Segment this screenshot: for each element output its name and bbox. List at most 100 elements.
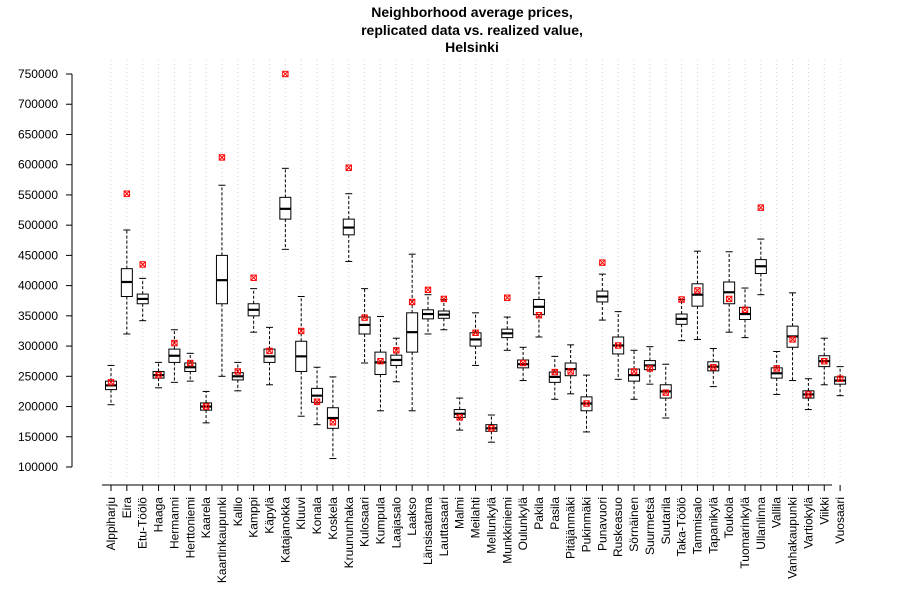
- realized-value-marker: [583, 400, 590, 407]
- x-tick-label: Suurmetsä: [643, 497, 657, 555]
- realized-marker-cross: [694, 287, 701, 294]
- x-tick-label: Eira: [120, 497, 134, 519]
- x-tick-label: Ruskeasuo: [611, 497, 625, 557]
- realized-value-marker: [725, 295, 733, 303]
- x-tick-label: Viikki: [817, 497, 831, 525]
- realized-marker-cross: [599, 259, 606, 266]
- y-tick-label: 200000: [18, 400, 58, 414]
- x-tick-label: Kumpula: [373, 497, 387, 545]
- realized-value-marker: [218, 154, 226, 161]
- realized-marker-cross: [773, 365, 780, 372]
- realized-marker-cross: [551, 369, 558, 376]
- y-tick-label: 100000: [18, 460, 58, 474]
- x-tick-label: Kallio: [231, 497, 245, 527]
- realized-value-marker: [282, 70, 289, 78]
- y-tick-label: 750000: [18, 67, 58, 81]
- realized-marker-cross: [837, 375, 844, 382]
- realized-value-marker: [408, 298, 416, 306]
- realized-value-marker: [599, 259, 606, 266]
- realized-marker-cross: [726, 295, 733, 302]
- realized-marker-cross: [377, 358, 384, 365]
- realized-value-marker: [821, 357, 828, 365]
- boxplot-Käpylä: [263, 326, 276, 386]
- boxplot-Vallila: [770, 351, 783, 395]
- realized-marker-cross: [345, 164, 352, 171]
- realized-marker-cross: [440, 295, 447, 302]
- realized-marker-cross: [155, 372, 162, 379]
- boxplot-Vuosaari: [834, 366, 847, 397]
- realized-value-marker: [805, 391, 812, 398]
- x-tick-label: Oulunkylä: [516, 497, 530, 551]
- realized-value-marker: [615, 342, 622, 349]
- realized-value-marker: [567, 368, 574, 375]
- realized-value-marker: [202, 403, 210, 410]
- boxplot-Pitäjänmäki: [564, 344, 577, 395]
- realized-value-marker: [298, 327, 305, 335]
- realized-marker-cross: [757, 204, 764, 211]
- x-tick-label: Lauttasaari: [437, 497, 451, 556]
- realized-marker-cross: [187, 359, 194, 367]
- realized-value-marker: [361, 314, 368, 321]
- realized-marker-cross: [583, 400, 590, 407]
- x-tick-label: Vanhakaupunki: [786, 497, 800, 579]
- realized-value-marker: [630, 368, 638, 375]
- realized-value-marker: [393, 347, 400, 354]
- realized-marker-cross: [741, 306, 749, 313]
- x-tick-label: Kulosaari: [358, 497, 372, 547]
- y-tick-label: 550000: [18, 188, 58, 202]
- realized-value-marker: [234, 368, 242, 375]
- realized-marker-cross: [329, 419, 336, 426]
- x-tick-label: Sörnäinen: [627, 497, 641, 552]
- realized-marker-cross: [646, 365, 653, 372]
- boxplot-Kaartinkaupunki: [215, 154, 228, 377]
- realized-value-marker: [488, 425, 495, 432]
- x-tick-label: Toukola: [722, 497, 736, 539]
- y-tick-label: 600000: [18, 158, 58, 172]
- realized-value-marker: [107, 379, 115, 386]
- y-tick-label: 500000: [18, 218, 58, 232]
- realized-value-marker: [313, 398, 321, 405]
- x-tick-label: Tuomarinkylä: [738, 497, 752, 569]
- realized-marker-cross: [218, 154, 226, 161]
- realized-marker-cross: [139, 261, 146, 268]
- x-tick-label: Pasila: [548, 497, 562, 530]
- x-tick-label: Malmi: [453, 497, 467, 529]
- x-tick-label: Vuosaari: [833, 497, 847, 544]
- chart-title-line-2: replicated data vs. realized value,: [361, 22, 583, 38]
- boxplot-Kruununhaka: [342, 164, 355, 262]
- realized-marker-cross: [805, 391, 812, 398]
- realized-value-marker: [504, 294, 511, 301]
- realized-value-marker: [757, 204, 765, 211]
- x-tick-label: Taka-Töölö: [675, 497, 689, 557]
- boxplot-Suutarila: [659, 363, 672, 419]
- realized-value-marker: [773, 365, 780, 372]
- boxplot-Tapanikylä: [707, 347, 720, 388]
- x-tick-label: Kamppi: [247, 497, 261, 538]
- x-tick-label: Mellunkylä: [484, 497, 498, 554]
- boxplot-Meilahti: [469, 312, 482, 366]
- realized-value-marker: [535, 312, 543, 319]
- boxplot-Haaga: [152, 361, 165, 389]
- realized-value-marker: [139, 261, 146, 268]
- x-tick-label: Konala: [310, 497, 324, 535]
- x-tick-label: Etu-Töölö: [136, 497, 150, 549]
- realized-marker-cross: [203, 403, 210, 410]
- realized-marker-cross: [535, 312, 543, 319]
- realized-value-marker: [123, 190, 131, 197]
- realized-marker-cross: [298, 327, 305, 335]
- x-tick-label: Suutarila: [659, 497, 673, 545]
- realized-marker-cross: [630, 368, 638, 375]
- realized-marker-cross: [409, 298, 416, 305]
- realized-value-marker: [155, 371, 162, 379]
- realized-marker-cross: [504, 294, 511, 301]
- realized-value-marker: [662, 389, 669, 396]
- boxplot-Pukinmäki: [580, 374, 593, 433]
- realized-value-marker: [836, 375, 844, 382]
- x-tick-label: Kaartinkaupunki: [215, 497, 229, 583]
- boxplot-Toukola: [723, 251, 736, 333]
- realized-value-marker: [456, 414, 463, 421]
- boxplot-Tuomarinkylä: [739, 287, 751, 339]
- realized-value-marker: [710, 364, 717, 371]
- realized-marker-cross: [282, 70, 289, 78]
- boxplot-Malmi: [453, 397, 466, 431]
